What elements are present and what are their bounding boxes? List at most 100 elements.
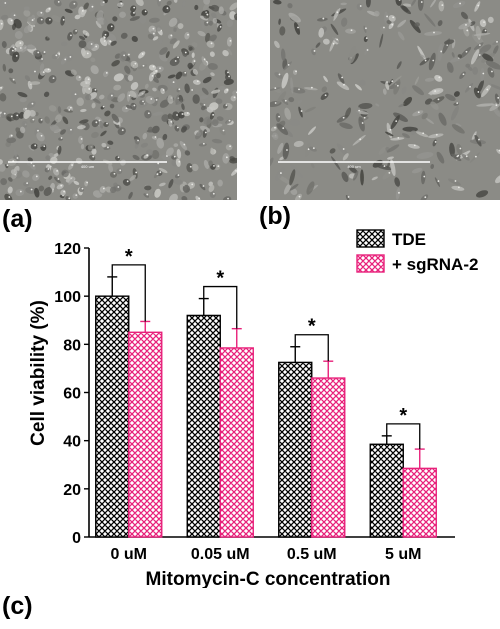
cell-highlight — [30, 188, 33, 191]
cell-highlight — [219, 25, 222, 28]
cell-highlight — [297, 26, 299, 29]
cell-highlight — [336, 38, 339, 41]
x-tick-label: 0 uM — [111, 546, 147, 563]
cell — [203, 116, 212, 125]
cell-highlight — [225, 104, 228, 107]
cell — [172, 111, 180, 121]
cell-highlight — [341, 76, 344, 79]
cell-highlight — [41, 58, 43, 60]
cell-highlight — [159, 67, 161, 70]
cell — [48, 105, 57, 112]
cell — [104, 110, 111, 117]
cell-highlight — [31, 19, 34, 21]
cell — [29, 81, 41, 85]
cell — [1, 41, 7, 48]
cell — [385, 131, 394, 137]
cell — [126, 91, 131, 102]
cell — [88, 3, 95, 12]
cell-highlight — [144, 10, 147, 13]
cell-highlight — [391, 23, 394, 26]
cell-highlight — [433, 31, 435, 34]
cell — [199, 15, 209, 21]
cell — [0, 163, 6, 172]
cell-highlight — [106, 122, 108, 125]
cell — [345, 107, 352, 118]
cell-highlight — [146, 193, 149, 196]
cell — [430, 164, 435, 169]
cell — [458, 22, 472, 30]
cell-highlight — [440, 50, 443, 53]
cell — [109, 103, 115, 109]
cell-highlight — [422, 132, 425, 135]
cell — [25, 44, 36, 50]
cell-highlight — [91, 5, 94, 8]
cell-highlight — [47, 68, 50, 71]
cell-highlight — [417, 111, 420, 114]
cell-highlight — [94, 88, 97, 91]
cell — [446, 62, 454, 73]
cell-highlight — [104, 33, 107, 36]
cell — [173, 179, 183, 185]
cell — [211, 138, 223, 144]
cell — [438, 0, 445, 12]
cell — [284, 107, 292, 120]
cell — [181, 103, 185, 111]
cell-highlight — [32, 118, 35, 121]
cell-highlight — [117, 186, 120, 188]
cell-highlight — [40, 11, 43, 14]
cell — [436, 151, 445, 164]
cell — [481, 83, 492, 98]
cell — [159, 182, 166, 187]
cell — [459, 46, 472, 59]
cell — [147, 126, 153, 132]
significance-star: * — [216, 268, 224, 290]
cell — [144, 185, 152, 191]
cell — [297, 99, 303, 105]
cell — [356, 107, 361, 116]
cell — [290, 77, 294, 94]
cell — [159, 99, 170, 108]
cell — [182, 184, 191, 193]
cell — [308, 146, 317, 152]
cell — [138, 51, 146, 59]
cell — [434, 177, 440, 187]
cell-highlight — [117, 156, 120, 159]
cell — [348, 166, 358, 174]
cell — [329, 148, 336, 154]
cell — [177, 111, 185, 119]
cell — [298, 106, 303, 118]
cell-highlight — [478, 44, 481, 47]
cell-highlight — [125, 107, 128, 109]
cell — [48, 75, 57, 84]
cell-highlight — [86, 181, 89, 184]
cell — [488, 83, 500, 91]
cell — [82, 30, 90, 37]
cell — [130, 60, 139, 69]
cell-highlight — [176, 126, 179, 129]
cell — [471, 131, 477, 141]
cell-highlight — [465, 50, 468, 53]
cell — [430, 0, 437, 8]
cell-highlight — [298, 195, 301, 198]
cell-highlight — [187, 33, 189, 36]
cell — [172, 40, 180, 49]
cell-highlight — [484, 29, 487, 32]
cell — [22, 170, 30, 178]
cell — [95, 20, 102, 29]
cell — [57, 106, 62, 114]
cell-highlight — [189, 165, 192, 168]
cell — [86, 40, 95, 50]
cell-highlight — [282, 127, 285, 130]
cell — [278, 18, 281, 25]
cell-highlight — [274, 126, 276, 129]
cell — [469, 152, 481, 164]
cell-highlight — [361, 122, 364, 124]
cell — [473, 87, 481, 99]
cell — [229, 157, 237, 164]
cell — [304, 143, 311, 157]
cell — [451, 52, 455, 58]
cell — [195, 195, 201, 200]
cell — [345, 28, 357, 34]
cell — [457, 54, 462, 59]
cell-highlight — [342, 148, 345, 150]
